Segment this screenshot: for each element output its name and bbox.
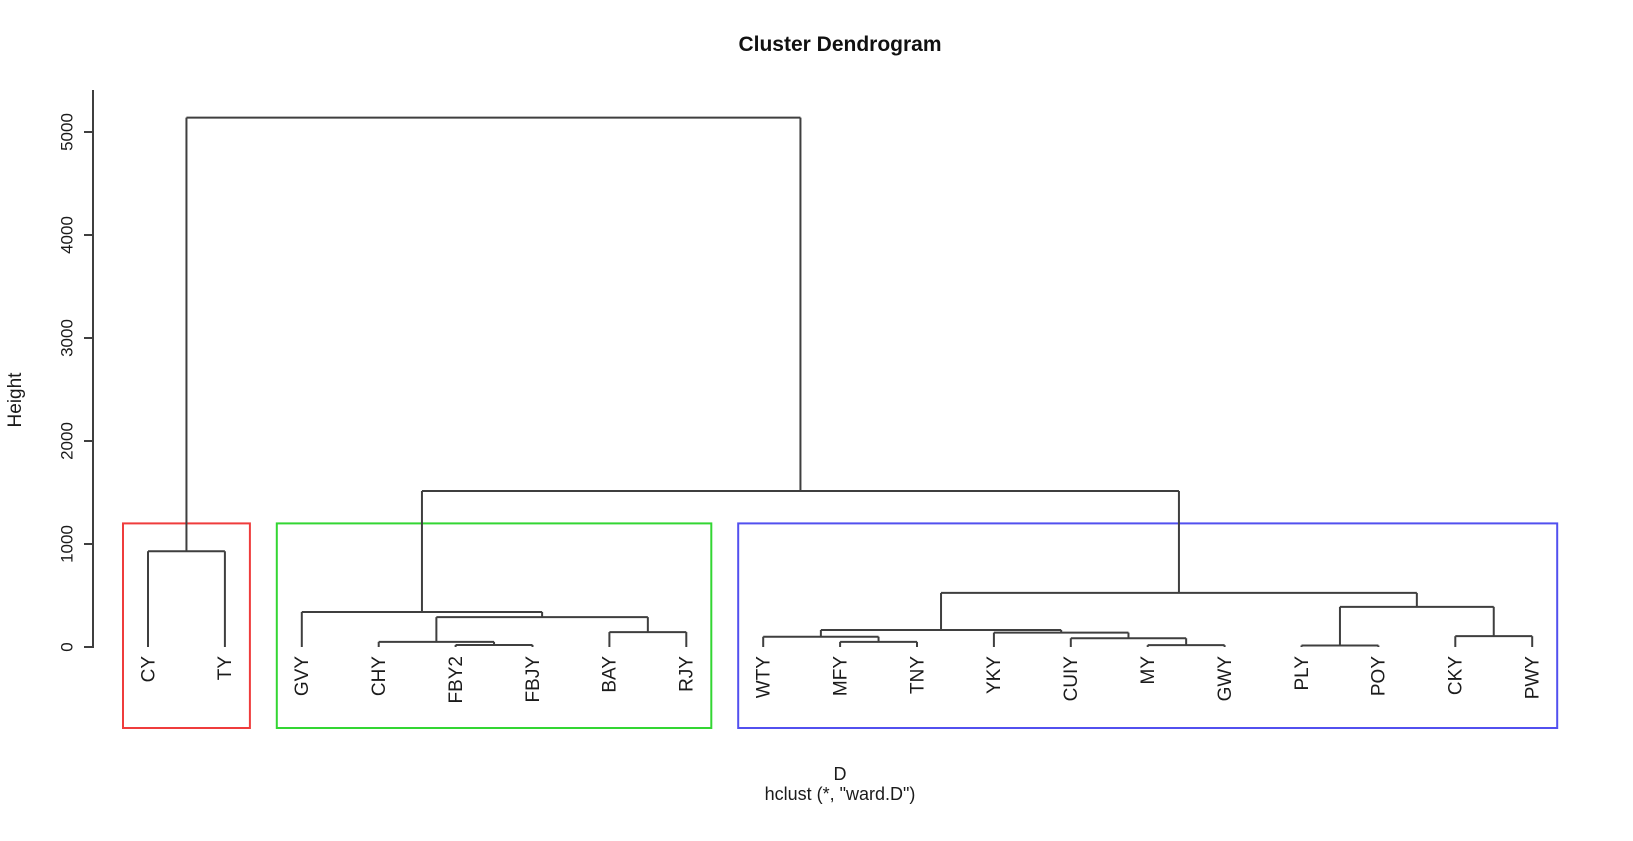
- x-axis-caption: D hclust (*, "ward.D"): [765, 764, 916, 804]
- x-axis-label: D: [833, 764, 847, 784]
- y-axis-tick-label: 5000: [58, 113, 77, 151]
- leaf-label: FBY2: [446, 656, 467, 704]
- leaf-label: PWY: [1522, 656, 1543, 700]
- cluster-3-box: [737, 522, 1559, 730]
- y-axis-label: Height: [5, 372, 26, 428]
- leaf-label: TY: [215, 656, 236, 681]
- hclust-method-caption: hclust (*, "ward.D"): [764, 784, 916, 804]
- leaf-label: POY: [1369, 656, 1390, 696]
- leaf-label: RJY: [677, 656, 698, 692]
- leaf-label: BAY: [600, 656, 621, 693]
- leaf-label: CY: [138, 656, 159, 683]
- leaf-label: MFY: [830, 656, 851, 696]
- cluster-1-box: [122, 522, 251, 730]
- leaf-label: GVY: [292, 656, 313, 696]
- leaf-label: CKY: [1446, 656, 1467, 695]
- y-axis-tick-label: 0: [58, 642, 77, 651]
- leaf-label: PLY: [1292, 656, 1313, 691]
- y-axis-tick-label: 4000: [58, 216, 77, 254]
- y-axis-tick-label: 1000: [58, 525, 77, 563]
- y-axis-tick-label: 2000: [58, 422, 77, 460]
- leaf-label: TNY: [907, 656, 928, 694]
- leaf-label: CUIY: [1061, 656, 1082, 702]
- leaf-label: YKY: [984, 656, 1005, 694]
- leaf-label: WTY: [753, 656, 774, 699]
- leaf-label: GWY: [1215, 656, 1236, 702]
- leaf-label: FBJY: [523, 656, 544, 703]
- leaf-label: MY: [1138, 656, 1159, 685]
- leaf-label: CHY: [369, 656, 390, 696]
- chart-title: Cluster Dendrogram: [738, 33, 942, 56]
- y-axis-tick-label: 3000: [58, 319, 77, 357]
- cluster-2-box: [275, 522, 713, 730]
